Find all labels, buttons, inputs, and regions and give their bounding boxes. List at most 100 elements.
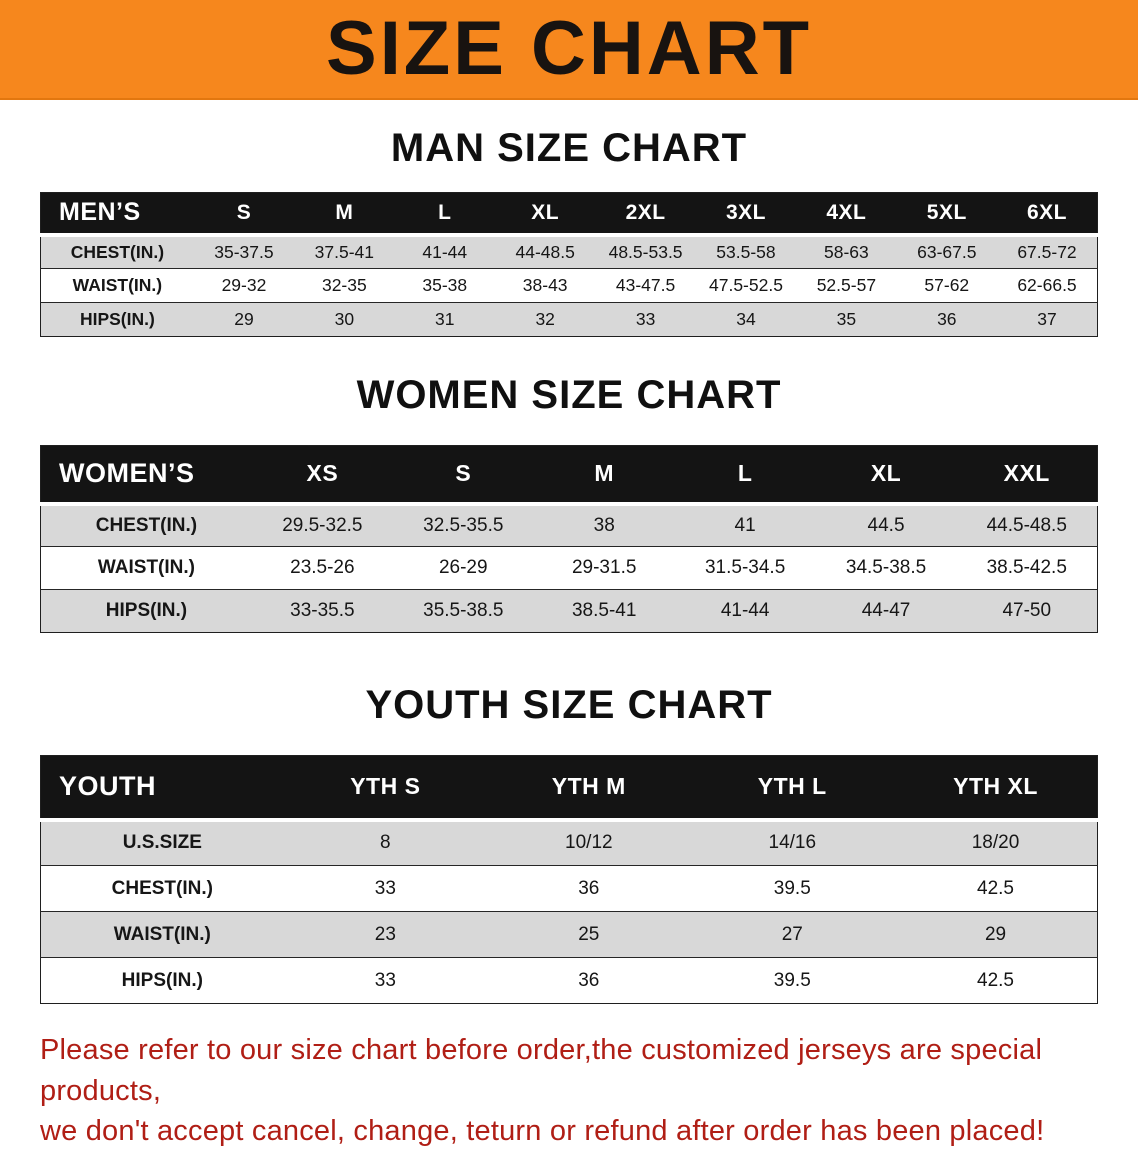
table-title-cell: WOMEN’S [40,445,252,506]
measurement-value-cell: 29-32 [193,268,295,303]
men-section-heading: MAN SIZE CHART [390,126,748,170]
table-title-cell: YOUTH [40,755,284,822]
size-header-cell: L [394,192,495,237]
table-title-cell: MEN’S [40,192,194,237]
row-label-cell: WAIST(IN.) [40,911,284,958]
measurement-value-cell: 47-50 [956,589,1098,633]
size-header-cell: M [294,192,395,237]
disclaimer-line-1: Please refer to our size chart before or… [40,1034,1043,1107]
table-header-row: YOUTH YTH S YTH M YTH L YTH XL [40,755,1098,822]
men-size-section: MAN SIZE CHART MEN’S S M L XL 2XL 3XL 4XL 5XL 6XL… [0,126,1138,337]
measurement-value-cell: 41-44 [674,589,816,633]
size-header-cell: 4XL [796,192,897,237]
banner: SIZE CHART [0,0,1138,100]
measurement-value-cell: 35.5-38.5 [392,589,534,633]
measurement-value-cell: 23.5-26 [251,546,393,590]
row-label-cell: CHEST(IN.) [40,865,284,912]
women-section-heading: WOMEN SIZE CHART [356,373,782,417]
measurement-value-cell: 23 [283,911,488,958]
measurement-value-cell: 29-31.5 [533,546,675,590]
youth-size-section: YOUTH SIZE CHART YOUTH YTH S YTH M YTH L YTH… [0,683,1138,1004]
measurement-value-cell: 39.5 [690,865,895,912]
measurement-row: U.S.SIZE 8 10/12 14/16 18/20 [40,819,1098,866]
measurement-value-cell: 47.5-52.5 [695,268,797,303]
disclaimer-line-2: we don't accept cancel, change, teturn o… [40,1115,1045,1148]
measurement-value-cell: 30 [294,302,395,337]
size-header-cell: S [392,445,534,506]
measurement-value-cell: 34 [695,302,797,337]
size-header-cell: S [193,192,295,237]
men-size-table: MEN’S S M L XL 2XL 3XL 4XL 5XL 6XL CHEST(IN.) 35-37… [40,192,1098,337]
row-label-cell: HIPS(IN.) [40,957,284,1004]
page-title: SIZE CHART [326,6,812,91]
measurement-value-cell: 34.5-38.5 [815,546,957,590]
size-header-cell: 5XL [896,192,997,237]
measurement-value-cell: 35-38 [394,268,495,303]
measurement-value-cell: 42.5 [894,957,1098,1004]
size-header-cell: 2XL [595,192,696,237]
measurement-value-cell: 36 [896,302,997,337]
size-header-cell: 3XL [695,192,797,237]
measurement-value-cell: 38.5-41 [533,589,675,633]
measurement-value-cell: 8 [283,819,488,866]
size-header-cell: XXL [956,445,1098,506]
measurement-value-cell: 33-35.5 [251,589,393,633]
measurement-value-cell: 35 [796,302,897,337]
measurement-value-cell: 44.5-48.5 [956,503,1098,547]
measurement-row: CHEST(IN.) 35-37.5 37.5-41 41-44 44-48.5 48.5… [40,234,1098,269]
measurement-value-cell: 32.5-35.5 [392,503,534,547]
measurement-value-cell: 44.5 [815,503,957,547]
size-header-cell: 6XL [997,192,1098,237]
measurement-value-cell: 33 [283,865,488,912]
measurement-value-cell: 52.5-57 [796,268,897,303]
measurement-row: HIPS(IN.) 29 30 31 32 33 34 35 36 37 [40,302,1098,337]
row-label-cell: U.S.SIZE [40,819,284,866]
measurement-value-cell: 43-47.5 [595,268,696,303]
row-label-cell: CHEST(IN.) [40,234,194,269]
measurement-value-cell: 32-35 [294,268,395,303]
measurement-value-cell: 42.5 [894,865,1098,912]
measurement-value-cell: 36 [487,865,691,912]
size-header-cell: YTH L [690,755,895,822]
row-label-cell: CHEST(IN.) [40,503,252,547]
measurement-value-cell: 33 [283,957,488,1004]
measurement-value-cell: 41-44 [394,234,495,269]
table-header-row: MEN’S S M L XL 2XL 3XL 4XL 5XL 6XL [40,192,1098,237]
measurement-value-cell: 62-66.5 [997,268,1098,303]
row-label-cell: WAIST(IN.) [40,268,194,303]
measurement-row: WAIST(IN.) 29-32 32-35 35-38 38-43 43-47.5 47.… [40,268,1098,303]
row-label-cell: HIPS(IN.) [40,589,252,633]
measurement-row: CHEST(IN.) 29.5-32.5 32.5-35.5 38 41 44.5 44.5… [40,503,1098,547]
measurement-value-cell: 25 [487,911,691,958]
size-header-cell: XL [494,192,596,237]
measurement-value-cell: 31 [394,302,495,337]
measurement-value-cell: 26-29 [392,546,534,590]
youth-size-table: YOUTH YTH S YTH M YTH L YTH XL U.S.SIZE 8 10/12… [40,755,1098,1004]
row-label-cell: WAIST(IN.) [40,546,252,590]
measurement-row: WAIST(IN.) 23.5-26 26-29 29-31.5 31.5-34.5 34… [40,546,1098,590]
measurement-value-cell: 37 [997,302,1098,337]
youth-section-heading: YOUTH SIZE CHART [365,683,773,727]
measurement-value-cell: 29 [193,302,295,337]
disclaimer: Please refer to our size chart before or… [40,1030,1100,1152]
measurement-row: HIPS(IN.) 33-35.5 35.5-38.5 38.5-41 41-44 44-… [40,589,1098,633]
measurement-value-cell: 39.5 [690,957,895,1004]
size-header-cell: XS [251,445,393,506]
measurement-value-cell: 41 [674,503,816,547]
measurement-value-cell: 31.5-34.5 [674,546,816,590]
measurement-value-cell: 48.5-53.5 [595,234,696,269]
size-header-cell: XL [815,445,957,506]
measurement-value-cell: 37.5-41 [294,234,395,269]
measurement-value-cell: 38.5-42.5 [956,546,1098,590]
women-size-table: WOMEN’S XS S M L XL XXL CHEST(IN.) 29.5-32.5 32.5… [40,445,1098,633]
measurement-value-cell: 29.5-32.5 [251,503,393,547]
measurement-value-cell: 57-62 [896,268,997,303]
size-header-cell: L [674,445,816,506]
measurement-value-cell: 38 [533,503,675,547]
women-size-section: WOMEN SIZE CHART WOMEN’S XS S M L XL XXL CHEST(… [0,373,1138,633]
size-header-cell: M [533,445,675,506]
measurement-value-cell: 38-43 [494,268,596,303]
measurement-value-cell: 67.5-72 [997,234,1098,269]
measurement-row: WAIST(IN.) 23 25 27 29 [40,911,1098,958]
measurement-row: HIPS(IN.) 33 36 39.5 42.5 [40,957,1098,1004]
